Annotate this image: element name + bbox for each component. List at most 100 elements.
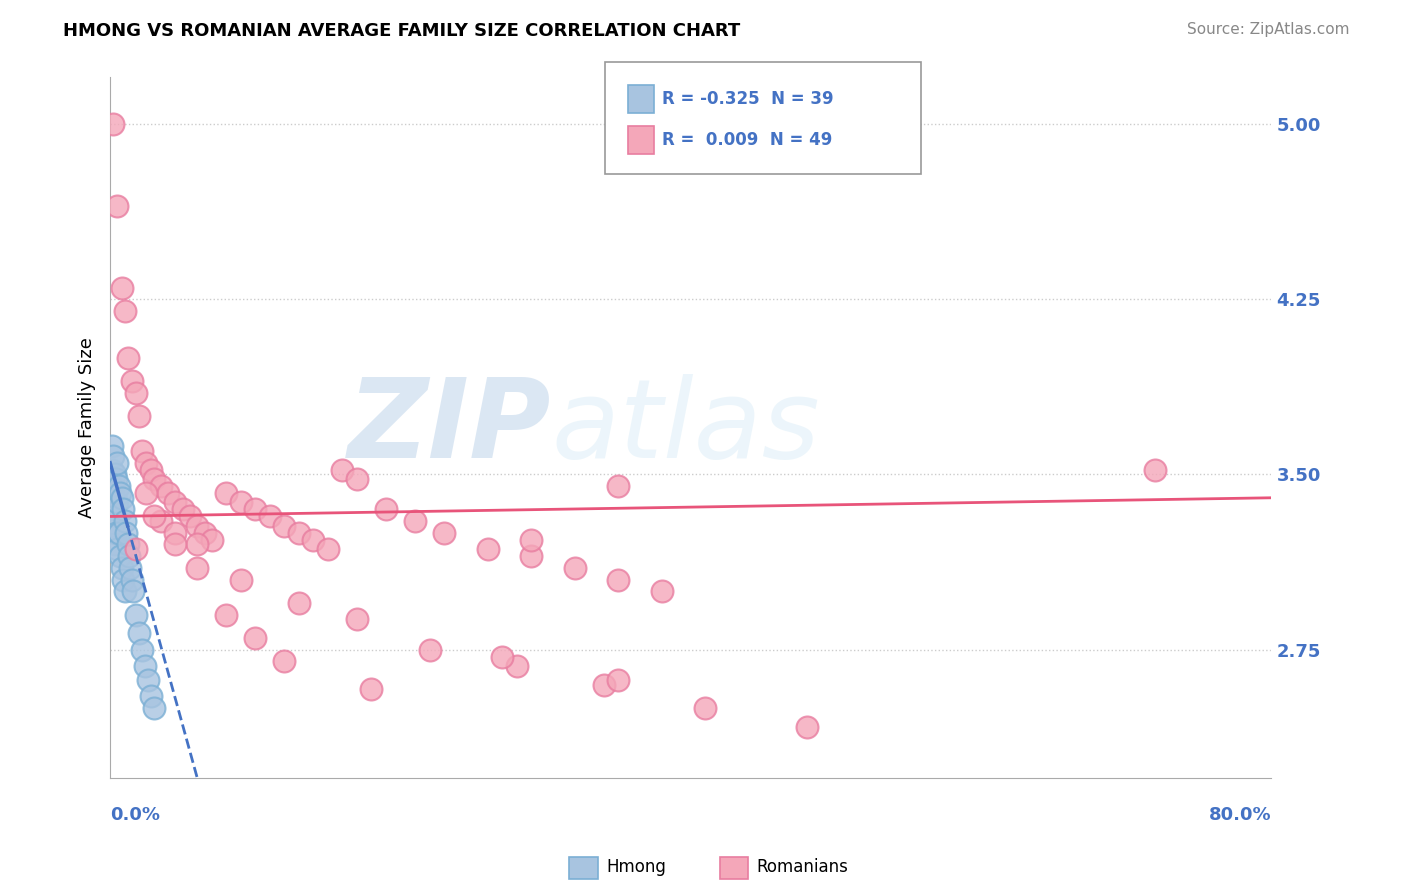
- Point: [108, 525, 131, 540]
- Point: [179, 509, 201, 524]
- Point: [186, 537, 208, 551]
- Point: [121, 573, 143, 587]
- Point: [201, 533, 224, 547]
- Point: [564, 561, 586, 575]
- Point: [172, 502, 194, 516]
- Point: [114, 304, 136, 318]
- Point: [316, 542, 339, 557]
- Point: [101, 449, 124, 463]
- Point: [117, 351, 139, 365]
- Point: [288, 525, 311, 540]
- Point: [404, 514, 426, 528]
- Point: [505, 659, 527, 673]
- Text: Source: ZipAtlas.com: Source: ZipAtlas.com: [1187, 22, 1350, 37]
- Point: [125, 607, 148, 622]
- Point: [346, 612, 368, 626]
- Text: Hmong: Hmong: [606, 858, 666, 876]
- Point: [125, 542, 148, 557]
- Point: [110, 549, 132, 563]
- Point: [125, 385, 148, 400]
- Point: [245, 631, 267, 645]
- Point: [149, 479, 172, 493]
- Point: [229, 495, 252, 509]
- Point: [122, 584, 145, 599]
- Point: [165, 495, 187, 509]
- Text: R = -0.325  N = 39: R = -0.325 N = 39: [662, 90, 834, 108]
- Text: atlas: atlas: [551, 375, 820, 481]
- Point: [142, 509, 165, 524]
- Point: [607, 673, 630, 687]
- Point: [103, 467, 125, 482]
- Point: [360, 682, 382, 697]
- Point: [215, 486, 238, 500]
- Point: [193, 525, 215, 540]
- Point: [101, 502, 124, 516]
- Point: [115, 525, 138, 540]
- Point: [149, 514, 172, 528]
- Point: [107, 456, 129, 470]
- Point: [302, 533, 325, 547]
- Point: [100, 463, 122, 477]
- Point: [114, 584, 136, 599]
- Point: [418, 642, 440, 657]
- Point: [100, 439, 122, 453]
- Point: [651, 584, 673, 599]
- Point: [165, 525, 187, 540]
- Point: [103, 537, 125, 551]
- Point: [433, 525, 456, 540]
- Point: [136, 673, 159, 687]
- Point: [245, 502, 267, 516]
- Point: [112, 573, 135, 587]
- Point: [111, 491, 134, 505]
- Point: [288, 596, 311, 610]
- Point: [107, 199, 129, 213]
- Point: [104, 525, 127, 540]
- Point: [346, 472, 368, 486]
- Point: [520, 549, 543, 563]
- Point: [796, 720, 818, 734]
- Point: [112, 502, 135, 516]
- Text: HMONG VS ROMANIAN AVERAGE FAMILY SIZE CORRELATION CHART: HMONG VS ROMANIAN AVERAGE FAMILY SIZE CO…: [63, 22, 741, 40]
- Point: [375, 502, 398, 516]
- Point: [101, 486, 124, 500]
- Point: [111, 561, 134, 575]
- Point: [101, 518, 124, 533]
- Point: [695, 701, 717, 715]
- Point: [273, 518, 295, 533]
- Point: [118, 549, 141, 563]
- Point: [101, 117, 124, 131]
- Point: [103, 509, 125, 524]
- Point: [121, 374, 143, 388]
- Text: 0.0%: 0.0%: [110, 806, 160, 824]
- Point: [607, 573, 630, 587]
- Text: R =  0.009  N = 49: R = 0.009 N = 49: [662, 131, 832, 149]
- Point: [215, 607, 238, 622]
- Point: [259, 509, 281, 524]
- Point: [491, 649, 513, 664]
- Point: [273, 654, 295, 668]
- Point: [186, 518, 208, 533]
- Point: [142, 472, 165, 486]
- Point: [135, 486, 157, 500]
- Y-axis label: Average Family Size: Average Family Size: [79, 337, 96, 518]
- Point: [186, 561, 208, 575]
- Point: [1144, 463, 1167, 477]
- Text: 80.0%: 80.0%: [1209, 806, 1271, 824]
- Point: [139, 690, 162, 704]
- Text: ZIP: ZIP: [347, 375, 551, 481]
- Point: [117, 537, 139, 551]
- Point: [114, 514, 136, 528]
- Point: [229, 573, 252, 587]
- Point: [520, 533, 543, 547]
- Point: [128, 409, 150, 423]
- Point: [104, 472, 127, 486]
- Point: [607, 479, 630, 493]
- Point: [131, 444, 153, 458]
- Point: [107, 495, 129, 509]
- Point: [128, 626, 150, 640]
- Point: [110, 486, 132, 500]
- Point: [120, 561, 142, 575]
- Point: [135, 456, 157, 470]
- Point: [107, 542, 129, 557]
- Point: [165, 537, 187, 551]
